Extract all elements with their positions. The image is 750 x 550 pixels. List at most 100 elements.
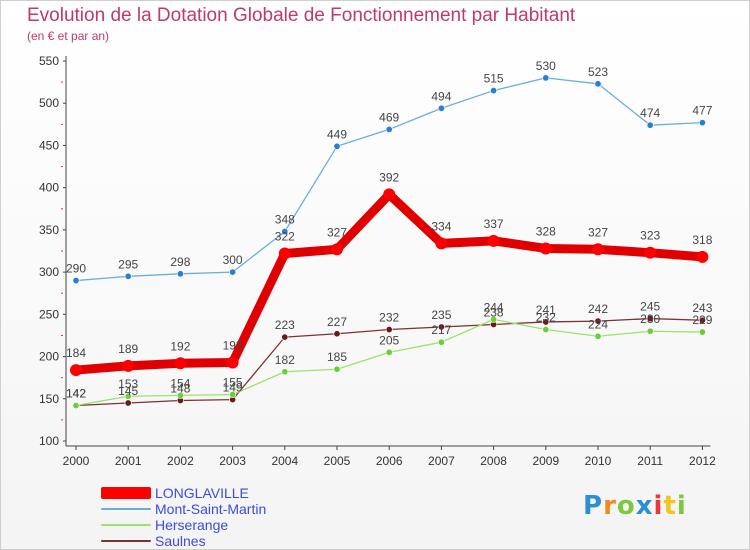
data-point: [592, 243, 604, 256]
data-label: 318: [692, 233, 712, 247]
data-point: [122, 359, 135, 372]
data-point: [72, 402, 80, 410]
data-label: 217: [431, 323, 451, 337]
data-label: 232: [536, 311, 556, 325]
data-label: 244: [484, 300, 504, 314]
data-label: 327: [327, 225, 347, 239]
data-point: [174, 357, 187, 370]
data-label: 300: [223, 253, 243, 267]
data-point: [281, 228, 289, 236]
data-label: 334: [431, 219, 451, 233]
data-label: 530: [536, 59, 556, 73]
data-label: 155: [223, 376, 243, 390]
legend-swatch: [101, 508, 151, 510]
x-tick-label: 2012: [689, 454, 716, 468]
x-tick-label: 2001: [115, 454, 142, 468]
data-point: [226, 356, 239, 369]
data-label: 328: [536, 224, 556, 238]
data-point: [539, 242, 552, 255]
y-tick-label: 300: [39, 265, 59, 279]
y-tick-label: 450: [39, 138, 59, 152]
x-tick-label: 2000: [63, 454, 90, 468]
data-label: 223: [275, 318, 295, 332]
data-label: 322: [275, 230, 295, 244]
data-label: 227: [327, 315, 347, 329]
data-point: [124, 392, 132, 400]
data-label: 192: [170, 339, 190, 353]
data-label: 494: [431, 89, 451, 103]
x-tick-label: 2004: [271, 454, 298, 468]
data-point: [70, 364, 82, 377]
data-label: 230: [640, 312, 660, 326]
data-point: [333, 365, 341, 373]
proxiti-logo: Proxiti: [583, 491, 687, 521]
data-point: [383, 188, 396, 201]
data-point: [542, 74, 550, 82]
data-label: 148: [170, 381, 190, 395]
x-tick-label: 2003: [219, 454, 246, 468]
data-point: [229, 391, 237, 399]
data-point: [698, 328, 706, 336]
data-point: [542, 318, 550, 326]
x-tick-label: 2005: [324, 454, 351, 468]
data-point: [176, 391, 184, 399]
data-point: [490, 87, 498, 95]
chart-subtitle: (en € et par an): [27, 29, 110, 43]
x-tick-label: 2006: [376, 454, 403, 468]
data-point: [437, 338, 445, 346]
data-point: [646, 121, 654, 129]
y-tick-label: 500: [39, 96, 59, 110]
data-label: 232: [379, 311, 399, 325]
data-label: 392: [379, 170, 399, 184]
data-label: 145: [118, 384, 138, 398]
data-label: 224: [588, 317, 608, 331]
data-label: 241: [536, 303, 556, 317]
data-label: 182: [275, 353, 295, 367]
data-label: 142: [66, 387, 86, 401]
data-label: 235: [431, 308, 451, 322]
data-point: [331, 243, 343, 256]
y-tick-label: 350: [39, 223, 59, 237]
y-tick-label: 250: [39, 307, 59, 321]
data-point: [594, 332, 602, 340]
data-label: 153: [118, 377, 138, 391]
chart-axes: 100 150 200 250 300 350 400 450 500 550 2000 2001 20…: [39, 54, 716, 468]
data-point: [594, 317, 602, 325]
data-point: [176, 270, 184, 278]
legend-label: Saulnes: [155, 533, 206, 549]
y-tick-label: 100: [39, 434, 59, 448]
data-label: 205: [379, 333, 399, 347]
x-tick-label: 2007: [428, 454, 455, 468]
x-tick-label: 2002: [167, 454, 194, 468]
logo-letter: r: [603, 491, 617, 521]
y-tick-label: 200: [39, 350, 59, 364]
data-point: [646, 327, 654, 335]
data-point: [542, 326, 550, 334]
data-label: 193: [223, 338, 243, 352]
data-label: 185: [327, 350, 347, 364]
data-point: [385, 348, 393, 356]
data-point: [385, 125, 393, 133]
data-label: 477: [692, 104, 712, 118]
data-label: 327: [588, 225, 608, 239]
legend-item: Mont-Saint-Martin: [101, 501, 266, 517]
data-label: 515: [484, 72, 504, 86]
y-tick-label: 400: [39, 181, 59, 195]
data-labels: 142 145 148 149 223 227 232 235 238 241 242 245 243 1…: [66, 59, 713, 401]
chart-title: Evolution de la Dotation Globale de Fonc…: [27, 5, 576, 26]
data-point: [278, 247, 291, 260]
y-tick-label: 550: [39, 54, 59, 68]
legend-label: LONGLAVILLE: [155, 485, 249, 501]
data-label: 348: [275, 213, 295, 227]
data-point: [437, 323, 445, 331]
legend-label: Herserange: [155, 517, 229, 533]
data-label: 474: [640, 106, 660, 120]
legend-item: Saulnes: [101, 533, 266, 549]
series-points: [70, 74, 709, 410]
data-point: [696, 250, 709, 263]
data-point: [646, 315, 654, 323]
data-point: [281, 368, 289, 376]
data-label: 189: [118, 342, 138, 356]
y-tick-label: 150: [39, 392, 59, 406]
data-point: [435, 237, 448, 250]
